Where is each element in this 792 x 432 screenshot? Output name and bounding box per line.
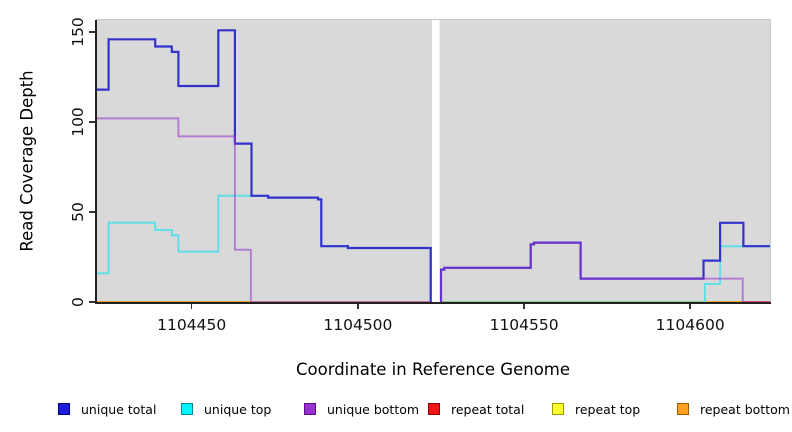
y-tick-label-0: 0 <box>69 297 87 307</box>
no-data-gap-band <box>432 20 440 302</box>
series-unique-bottom-seg0 <box>97 117 253 302</box>
y-tick-150 <box>89 31 95 33</box>
legend-label: repeat bottom <box>700 401 790 417</box>
x-tick-1104550 <box>523 303 525 310</box>
x-tick-1104600 <box>689 303 691 310</box>
y-tick-label-50: 50 <box>69 202 87 222</box>
x-tick-label-1104600: 1104600 <box>655 316 725 334</box>
x-axis-title: Coordinate in Reference Genome <box>295 360 571 379</box>
x-tick-label-1104500: 1104500 <box>323 316 393 334</box>
y-tick-100 <box>89 121 95 123</box>
x-tick-label-1104450: 1104450 <box>157 316 227 334</box>
legend-swatch-icon <box>552 403 564 415</box>
legend-item-repeat-top: repeat top <box>552 400 640 418</box>
y-axis-title: Read Coverage Depth <box>17 70 37 252</box>
y-tick-label-150: 150 <box>69 17 87 47</box>
legend-swatch-icon <box>428 403 440 415</box>
y-tick-50 <box>89 211 95 213</box>
legend-item-unique-bottom: unique bottom <box>304 400 419 418</box>
plot-area <box>97 20 770 302</box>
legend-swatch-icon <box>677 403 689 415</box>
y-tick-label-100: 100 <box>69 107 87 137</box>
chart-svg <box>97 20 770 302</box>
x-axis-spine <box>95 302 771 304</box>
x-tick-1104450 <box>190 303 193 310</box>
series-unique-bottom-seg1 <box>440 241 745 302</box>
legend-swatch-icon <box>181 403 193 415</box>
y-tick-0 <box>89 301 95 303</box>
legend-item-repeat-total: repeat total <box>428 400 524 418</box>
series-unique-top-seg1 <box>703 245 770 302</box>
legend-item-unique-total: unique total <box>58 400 156 418</box>
y-axis-spine <box>95 20 97 303</box>
legend-label: unique top <box>204 401 272 417</box>
legend-swatch-icon <box>304 403 316 415</box>
x-tick-1104500 <box>357 303 359 310</box>
series-unique-total-seg0 <box>97 29 432 302</box>
legend-swatch-icon <box>58 403 70 415</box>
legend-label: repeat total <box>451 401 525 417</box>
legend-item-repeat-bottom: repeat bottom <box>677 400 790 418</box>
legend-label: unique total <box>81 401 157 417</box>
legend-label: repeat top <box>575 401 641 417</box>
legend-label: unique bottom <box>327 401 420 417</box>
x-tick-label-1104550: 1104550 <box>489 316 559 334</box>
legend-item-unique-top: unique top <box>181 400 271 418</box>
